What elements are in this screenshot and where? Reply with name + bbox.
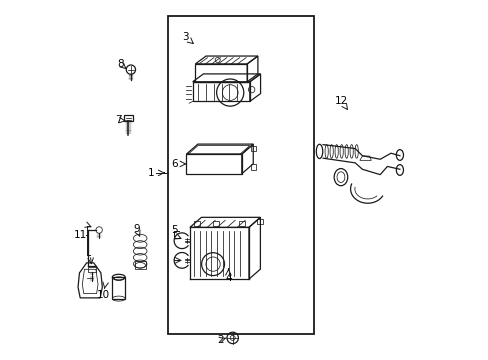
Bar bbox=[213, 221, 218, 226]
Text: 6: 6 bbox=[171, 159, 178, 169]
Bar bbox=[123, 115, 133, 121]
Bar bbox=[194, 221, 200, 226]
Text: 1: 1 bbox=[147, 168, 154, 178]
Text: 8: 8 bbox=[117, 59, 123, 68]
Text: 11: 11 bbox=[74, 230, 87, 240]
Bar bbox=[192, 82, 249, 102]
Bar bbox=[167, 16, 313, 334]
Bar bbox=[112, 277, 125, 298]
Text: 3: 3 bbox=[182, 32, 188, 42]
Text: 12: 12 bbox=[334, 96, 347, 107]
Text: 4: 4 bbox=[224, 273, 231, 283]
Bar bbox=[239, 221, 244, 226]
Bar bbox=[135, 261, 145, 269]
Bar bbox=[251, 146, 255, 151]
Bar bbox=[186, 154, 242, 174]
Text: 9: 9 bbox=[133, 224, 140, 234]
Bar bbox=[251, 165, 255, 170]
Bar bbox=[195, 64, 246, 82]
Text: 7: 7 bbox=[115, 115, 122, 125]
Text: 10: 10 bbox=[97, 290, 110, 300]
Text: 5: 5 bbox=[170, 225, 177, 235]
Bar bbox=[88, 267, 95, 272]
Text: 2: 2 bbox=[217, 335, 223, 345]
Bar bbox=[256, 219, 262, 224]
